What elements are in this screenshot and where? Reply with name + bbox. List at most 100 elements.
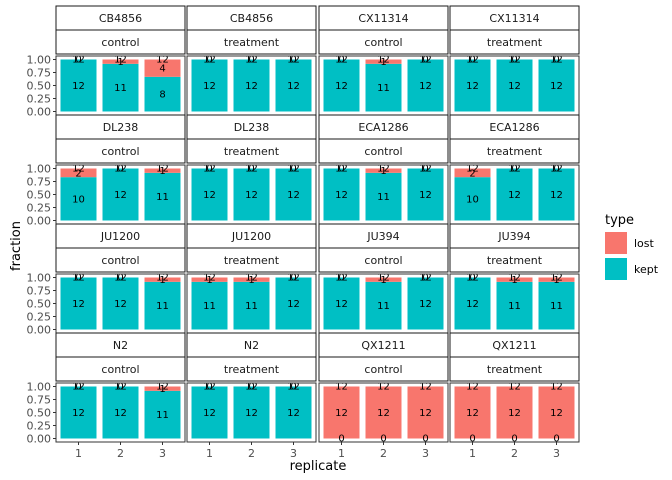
facet-strip-strain: [186, 5, 317, 31]
bar-total-label: 12: [377, 273, 390, 284]
bar-lost: [144, 168, 181, 173]
bar-kept-label: 12: [466, 299, 479, 310]
y-tick-label: 0.25: [27, 93, 52, 106]
bar-lost-label: 0: [422, 164, 428, 175]
y-tick-label: 0.00: [27, 215, 52, 228]
bar-kept-label: 11: [508, 301, 521, 312]
y-tick-label: 0.25: [27, 311, 52, 324]
bar-kept-label: 12: [335, 81, 348, 92]
bar-kept-label: 11: [156, 410, 169, 421]
bar-total-label: 12: [203, 164, 216, 175]
facet-label-strain: QX1211: [361, 339, 405, 352]
bar-lost-label: 0: [206, 164, 212, 175]
bar-kept: [407, 277, 444, 330]
bar-lost-label: 1: [159, 384, 165, 395]
bar-lost-label: 4: [159, 64, 165, 75]
bar-kept-label: 12: [203, 190, 216, 201]
bar-total-label: 12: [466, 382, 479, 393]
legend-label-kept: kept: [634, 263, 659, 276]
bar-kept-label: 10: [72, 194, 85, 205]
bar-total-label: 12: [245, 273, 258, 284]
bar-lost-label: 1: [159, 166, 165, 177]
facet-strip-condition: [55, 356, 186, 382]
x-tick-label: 2: [117, 447, 124, 460]
bar-kept-label: 12: [466, 81, 479, 92]
bar-total-label: 12: [508, 164, 521, 175]
bar-total-label: 12: [156, 382, 169, 393]
bar-total-label: 12: [377, 382, 390, 393]
bar-lost-label: 12: [419, 408, 432, 419]
bar-kept: [407, 168, 444, 221]
facet-label-strain: ECA1286: [489, 121, 539, 134]
facet-label-condition: treatment: [487, 363, 543, 376]
bar-total-label: 12: [287, 55, 300, 66]
bar-total-label: 12: [72, 382, 85, 393]
facet-strip-condition: [55, 247, 186, 273]
y-tick-label: 0.00: [27, 433, 52, 446]
bar-total-label: 12: [245, 382, 258, 393]
bar-lost-label: 0: [75, 273, 81, 284]
bar-total-label: 12: [466, 273, 479, 284]
bar-kept-label: 0: [338, 434, 344, 445]
bar-total-label: 12: [419, 273, 432, 284]
bar-kept-label: 12: [114, 299, 127, 310]
bar-total-label: 12: [335, 273, 348, 284]
facet-label-strain: JU1200: [231, 230, 271, 243]
x-tick-label: 1: [206, 447, 213, 460]
bar-kept: [102, 386, 139, 439]
bar-total-label: 12: [335, 164, 348, 175]
bar-total-label: 12: [377, 164, 390, 175]
bar-lost-label: 1: [511, 275, 517, 286]
facet-strip-condition: [318, 356, 449, 382]
bar-lost-label: 12: [550, 408, 563, 419]
facet-label-condition: treatment: [487, 254, 543, 267]
bar-kept-label: 12: [508, 81, 521, 92]
bar-total-label: 12: [335, 55, 348, 66]
bar-total-label: 12: [203, 273, 216, 284]
bar-kept-label: 11: [377, 192, 390, 203]
bar-lost: [496, 386, 533, 439]
bar-kept: [275, 168, 312, 221]
bar-kept-label: 12: [287, 190, 300, 201]
facet-strip-condition: [55, 29, 186, 55]
legend-swatch-lost: [605, 232, 627, 254]
facet-label-condition: control: [101, 254, 139, 267]
bar-lost: [144, 386, 181, 391]
x-tick-label: 3: [553, 447, 560, 460]
bar-kept: [233, 281, 270, 330]
facet-strip-condition: [186, 29, 317, 55]
bar-kept-label: 12: [72, 299, 85, 310]
bar-kept: [191, 281, 228, 330]
bar-lost-label: 1: [380, 275, 386, 286]
bar-lost: [60, 168, 97, 178]
bar-kept-label: 12: [203, 408, 216, 419]
x-tick-label: 1: [338, 447, 345, 460]
facet-strip-strain: [449, 5, 580, 31]
x-tick-label: 2: [511, 447, 518, 460]
legend-swatch-kept: [605, 258, 627, 280]
y-tick-label: 1.00: [27, 381, 52, 394]
bar-kept-label: 0: [422, 434, 428, 445]
facet-strip-condition: [318, 138, 449, 164]
bar-kept: [60, 386, 97, 439]
bar-total-label: 12: [466, 164, 479, 175]
bar-lost-label: 0: [511, 55, 517, 66]
facet-strip-strain: [55, 5, 186, 31]
bar-kept-label: 12: [419, 299, 432, 310]
facet-strip-strain: [55, 223, 186, 249]
facet-strip-strain: [318, 332, 449, 358]
bar-kept: [102, 63, 139, 112]
bar-lost-label: 0: [290, 55, 296, 66]
bar-lost-label: 1: [206, 275, 212, 286]
facet-strip-strain: [186, 114, 317, 140]
bar-lost-label: 1: [248, 275, 254, 286]
bar-total-label: 12: [245, 55, 258, 66]
bar-kept-label: 11: [377, 301, 390, 312]
facet-label-strain: JU394: [366, 230, 399, 243]
bar-lost-label: 0: [469, 273, 475, 284]
bar-kept-label: 11: [156, 301, 169, 312]
facet-label-strain: DL238: [103, 121, 139, 134]
y-tick-label: 0.75: [27, 67, 52, 80]
bar-kept: [233, 168, 270, 221]
